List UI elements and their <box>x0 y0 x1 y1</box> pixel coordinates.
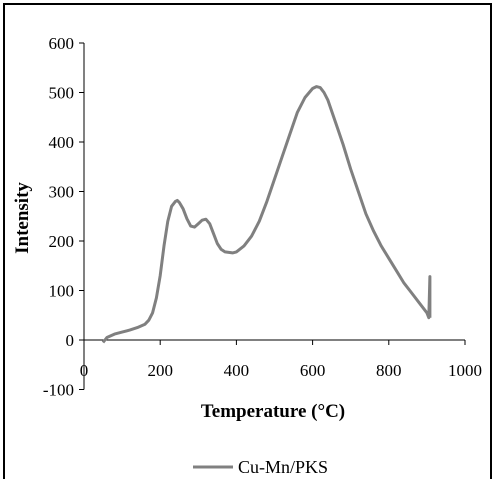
x-tick-label: 600 <box>300 361 326 380</box>
y-tick-label: 200 <box>49 232 75 251</box>
y-tick-label: 0 <box>66 331 75 350</box>
x-axis-title: Temperature (°C) <box>201 401 345 422</box>
x-tick-label: 200 <box>147 361 173 380</box>
y-tick-label: 300 <box>49 183 75 202</box>
series-line-cu-mn-pks <box>101 85 432 344</box>
y-tick-label: 100 <box>49 282 75 301</box>
x-tick-label: 400 <box>224 361 250 380</box>
x-tick-label: 1000 <box>448 361 482 380</box>
y-axis-ticks: -100 0 100 200 300 400 500 600 <box>43 34 84 400</box>
x-tick-label: 800 <box>376 361 402 380</box>
y-tick-label: -100 <box>43 381 74 400</box>
y-tick-label: 400 <box>49 133 75 152</box>
x-axis-ticks: 0 200 400 600 800 1000 <box>80 340 482 380</box>
y-tick-label: 600 <box>49 34 75 53</box>
legend-label: Cu-Mn/PKS <box>238 457 328 477</box>
y-tick-label: 500 <box>49 84 75 103</box>
legend: Cu-Mn/PKS <box>193 457 328 477</box>
y-axis-title: Intensity <box>12 182 33 254</box>
